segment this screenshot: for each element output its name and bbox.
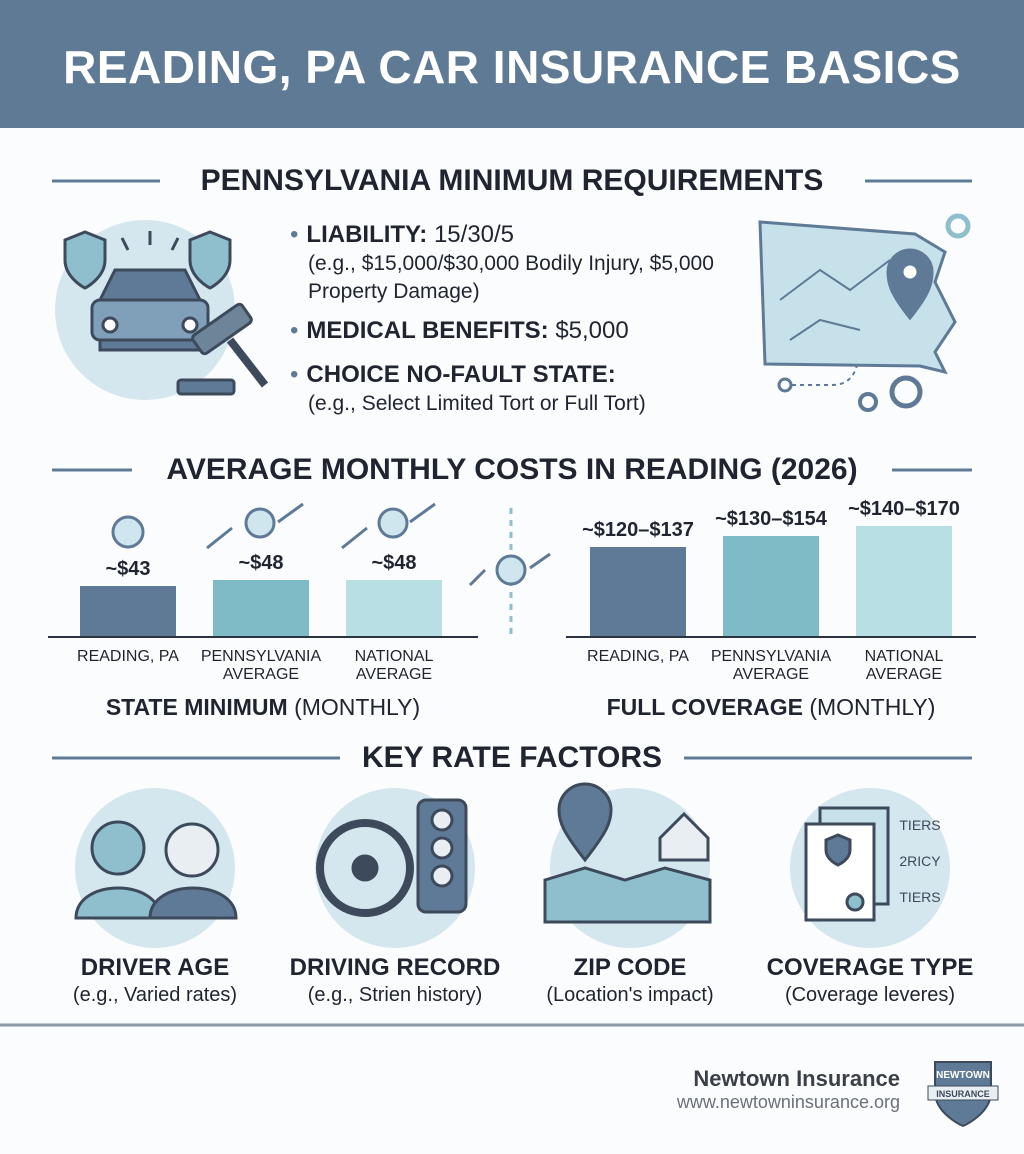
factor-title: DRIVING RECORD bbox=[289, 954, 501, 981]
bar bbox=[80, 585, 176, 636]
chart-title-note: (MONTHLY) bbox=[294, 694, 421, 720]
bar bbox=[213, 580, 309, 636]
requirement: • LIABILITY: 15/30/5 (e.g., $15,000/$30,0… bbox=[290, 220, 720, 306]
category-label: PENNSYLVANIA AVERAGE bbox=[200, 648, 322, 683]
chart-title-main: FULL COVERAGE bbox=[606, 694, 803, 720]
page-title: READING, PA CAR INSURANCE BASICS bbox=[63, 41, 961, 93]
req-value: $5,000 bbox=[555, 317, 629, 344]
badge: NEWTOWN INSURANCE bbox=[927, 1061, 999, 1128]
company-url: www.newtowninsurance.org bbox=[676, 1092, 900, 1112]
value-label: ~$130–$154 bbox=[715, 508, 827, 531]
factor-title: COVERAGE TYPE bbox=[766, 954, 974, 981]
factor-note: (e.g., Strien history) bbox=[307, 984, 483, 1006]
factor-note: (Coverage leveres) bbox=[784, 984, 956, 1006]
bar bbox=[723, 536, 819, 636]
map-icon bbox=[758, 213, 971, 412]
req-note: (e.g., $15,000/$30,000 Bodily Injury, $5… bbox=[308, 252, 714, 303]
category-label: READING, PA bbox=[77, 648, 179, 665]
factor-note: (e.g., Varied rates) bbox=[72, 984, 238, 1006]
category-label: NATIONAL AVERAGE bbox=[354, 648, 434, 683]
section-heading: KEY RATE FACTORS bbox=[361, 741, 663, 774]
category-label: PENNSYLVANIA AVERAGE bbox=[710, 648, 832, 683]
header-band bbox=[0, 0, 1024, 128]
bar bbox=[590, 547, 686, 636]
company-name: Newtown Insurance bbox=[693, 1066, 900, 1091]
requirement: • CHOICE NO-FAULT STATE: (e.g., Select Li… bbox=[290, 360, 720, 418]
req-label: MEDICAL BENEFITS: bbox=[306, 317, 549, 344]
bar bbox=[856, 526, 952, 636]
factor-icons bbox=[74, 782, 950, 948]
requirement: • MEDICAL BENEFITS: $5,000 bbox=[290, 317, 629, 344]
req-note: (e.g., Select Limited Tort or Full Tort) bbox=[308, 392, 646, 415]
factor-title: DRIVER AGE bbox=[80, 954, 230, 981]
req-label: LIABILITY: bbox=[306, 221, 428, 248]
icon-text: 2RICY bbox=[899, 853, 941, 869]
icon-text: TIERS bbox=[899, 889, 940, 905]
category-label: NATIONAL AVERAGE bbox=[864, 648, 944, 683]
chart-title: FULL COVERAGE (MONTHLY) bbox=[566, 694, 976, 721]
badge-text: INSURANCE bbox=[936, 1089, 990, 1099]
value-label: ~$48 bbox=[371, 552, 417, 574]
bar-chart: ~$120–$137 READING, PA ~$130–$154 PENNSYLVA… bbox=[566, 490, 976, 730]
chart-title-note: (MONTHLY) bbox=[809, 694, 936, 720]
value-label: ~$48 bbox=[238, 552, 284, 574]
chart-title: STATE MINIMUM (MONTHLY) bbox=[48, 694, 478, 721]
value-label: ~$43 bbox=[105, 557, 151, 580]
icon-text: TIERS bbox=[899, 817, 940, 833]
bar bbox=[346, 580, 442, 636]
value-label: ~$140–$170 bbox=[848, 498, 960, 520]
car-icon bbox=[55, 220, 269, 400]
factor-title: ZIP CODE bbox=[573, 954, 687, 981]
factor-note: (Location's impact) bbox=[546, 984, 714, 1006]
chart-decoration bbox=[111, 502, 551, 636]
value-label: ~$120–$137 bbox=[582, 519, 694, 542]
bar-chart: ~$43 READING, PA ~$48 PENNSYLVANIA AVERAGE ~… bbox=[48, 490, 478, 730]
section-heading: PENNSYLVANIA MINIMUM REQUIREMENTS bbox=[200, 164, 824, 197]
req-label: CHOICE NO-FAULT STATE: bbox=[306, 361, 616, 388]
baseline bbox=[48, 636, 478, 638]
category-label: READING, PA bbox=[587, 648, 689, 665]
req-value: 15/30/5 bbox=[433, 221, 515, 248]
section-rules bbox=[0, 179, 1024, 1027]
baseline bbox=[566, 636, 976, 638]
chart-title-main: STATE MINIMUM bbox=[105, 694, 288, 720]
badge-top: NEWTOWN bbox=[936, 1070, 990, 1081]
section-heading: AVERAGE MONTHLY COSTS IN READING (2026) bbox=[166, 453, 858, 486]
